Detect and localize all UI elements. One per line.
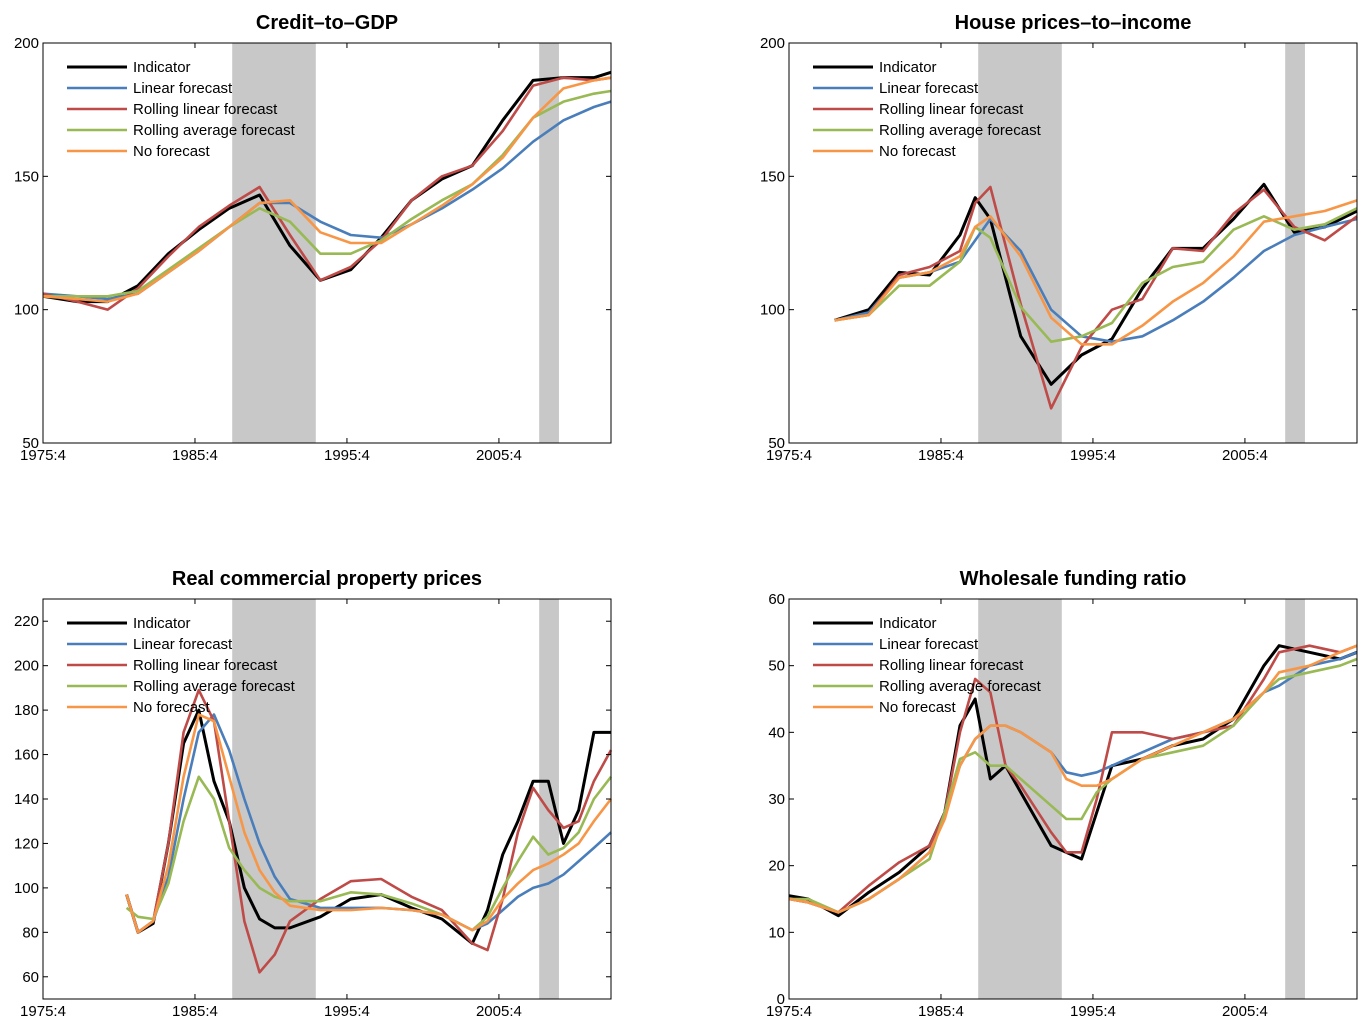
- y-tick-label: 140: [14, 791, 39, 808]
- chart-title: Wholesale funding ratio: [960, 568, 1187, 590]
- legend-label: Rolling average forecast: [133, 122, 296, 139]
- y-tick-label: 200: [14, 658, 39, 675]
- series-line: [834, 207, 1358, 343]
- panel: 50 100 150 200 1975:4 1985:4 1995:4 2005:4 Credi…: [14, 12, 612, 464]
- legend-label: Linear forecast: [879, 80, 979, 97]
- legend-label: Indicator: [133, 59, 191, 76]
- legend-label: Rolling average forecast: [133, 678, 296, 695]
- y-tick-label: 100: [14, 302, 39, 319]
- x-tick-label: 1975:4: [20, 1003, 66, 1020]
- y-tick-label: 200: [14, 35, 39, 52]
- y-tick-label: 80: [22, 924, 39, 941]
- series-line: [834, 185, 1358, 410]
- y-tick-label: 180: [14, 702, 39, 719]
- series-line: [42, 76, 612, 311]
- series-line: [788, 644, 1358, 914]
- x-tick-label: 2005:4: [476, 1003, 522, 1020]
- y-tick-label: 40: [768, 724, 785, 741]
- legend-label: Indicator: [133, 615, 191, 632]
- shaded-period: [1285, 43, 1305, 443]
- x-tick-label: 1975:4: [20, 447, 66, 464]
- series-line: [125, 708, 611, 945]
- series-line: [125, 688, 613, 974]
- shaded-period: [539, 599, 559, 999]
- legend-label: Linear forecast: [133, 636, 233, 653]
- shaded-period: [539, 43, 559, 443]
- y-tick-label: 0: [777, 991, 785, 1008]
- y-tick-label: 100: [14, 880, 39, 897]
- legend-label: Rolling average forecast: [879, 122, 1042, 139]
- y-tick-label: 60: [22, 969, 39, 986]
- series-line: [788, 644, 1358, 918]
- shaded-period: [978, 599, 1062, 999]
- legend-label: Linear forecast: [879, 636, 979, 653]
- legend-label: Linear forecast: [133, 80, 233, 97]
- y-tick-label: 20: [768, 858, 785, 875]
- legend-label: No forecast: [133, 699, 211, 716]
- x-tick-label: 1975:4: [766, 447, 812, 464]
- series-line: [789, 657, 1358, 914]
- chart-title: House prices–to–income: [955, 12, 1192, 34]
- legend-label: No forecast: [879, 699, 957, 716]
- y-tick-label: 10: [768, 924, 785, 941]
- legend-label: Indicator: [879, 59, 937, 76]
- x-tick-label: 1995:4: [324, 447, 370, 464]
- plot-frame: [42, 42, 612, 444]
- x-tick-label: 1985:4: [918, 1003, 964, 1020]
- x-tick-label: 1995:4: [1070, 447, 1116, 464]
- x-tick-label: 1995:4: [1070, 1003, 1116, 1020]
- x-tick-label: 1995:4: [324, 1003, 370, 1020]
- x-tick-label: 1975:4: [766, 1003, 812, 1020]
- legend-label: No forecast: [879, 143, 957, 160]
- x-tick-label: 2005:4: [476, 447, 522, 464]
- shaded-period: [232, 43, 316, 443]
- panel: 0 10 20 30 40 50 60 1975:4 1985:4 1995:4 2005:4 Who…: [766, 568, 1358, 1020]
- x-tick-label: 1985:4: [918, 447, 964, 464]
- series-line: [43, 89, 612, 298]
- x-tick-label: 2005:4: [1222, 447, 1268, 464]
- series-line: [125, 713, 612, 934]
- series-line: [42, 100, 612, 301]
- panel: 50 100 150 200 1975:4 1985:4 1995:4 2005:4 House…: [760, 12, 1358, 464]
- y-tick-label: 120: [14, 835, 39, 852]
- shaded-period: [1285, 599, 1305, 999]
- x-tick-label: 2005:4: [1222, 1003, 1268, 1020]
- y-tick-label: 200: [760, 35, 785, 52]
- y-tick-label: 60: [768, 591, 785, 608]
- series-line: [42, 76, 612, 303]
- legend-label: Rolling average forecast: [879, 678, 1042, 695]
- y-tick-label: 50: [22, 435, 39, 452]
- x-tick-label: 1985:4: [172, 447, 218, 464]
- series-line: [125, 775, 613, 932]
- plot-frame: [788, 42, 1358, 444]
- x-tick-label: 1985:4: [172, 1003, 218, 1020]
- legend-label: Rolling linear forecast: [133, 101, 278, 118]
- y-tick-label: 100: [760, 302, 785, 319]
- series-line: [125, 713, 613, 934]
- series-line: [788, 644, 1358, 914]
- panel: 60 80 100 120 140 160 180 200 220 1975:4 1985:4 199…: [14, 568, 613, 1020]
- chart-title: Real commercial property prices: [172, 568, 482, 590]
- y-tick-label: 50: [768, 658, 785, 675]
- legend-label: Rolling linear forecast: [879, 657, 1024, 674]
- chart-title: Credit–to–GDP: [256, 12, 398, 34]
- y-tick-label: 150: [14, 168, 39, 185]
- series-line: [834, 199, 1358, 346]
- y-tick-label: 30: [768, 791, 785, 808]
- series-line: [834, 182, 1358, 386]
- y-tick-label: 220: [14, 613, 39, 630]
- series-line: [42, 70, 612, 304]
- y-tick-label: 150: [760, 168, 785, 185]
- plot-frame: [788, 598, 1358, 1000]
- legend-label: No forecast: [133, 143, 211, 160]
- shaded-period: [232, 599, 316, 999]
- series-line: [834, 217, 1358, 343]
- legend-label: Indicator: [879, 615, 937, 632]
- y-tick-label: 50: [768, 435, 785, 452]
- legend-label: Rolling linear forecast: [133, 657, 278, 674]
- legend-label: Rolling linear forecast: [879, 101, 1024, 118]
- y-tick-label: 160: [14, 747, 39, 764]
